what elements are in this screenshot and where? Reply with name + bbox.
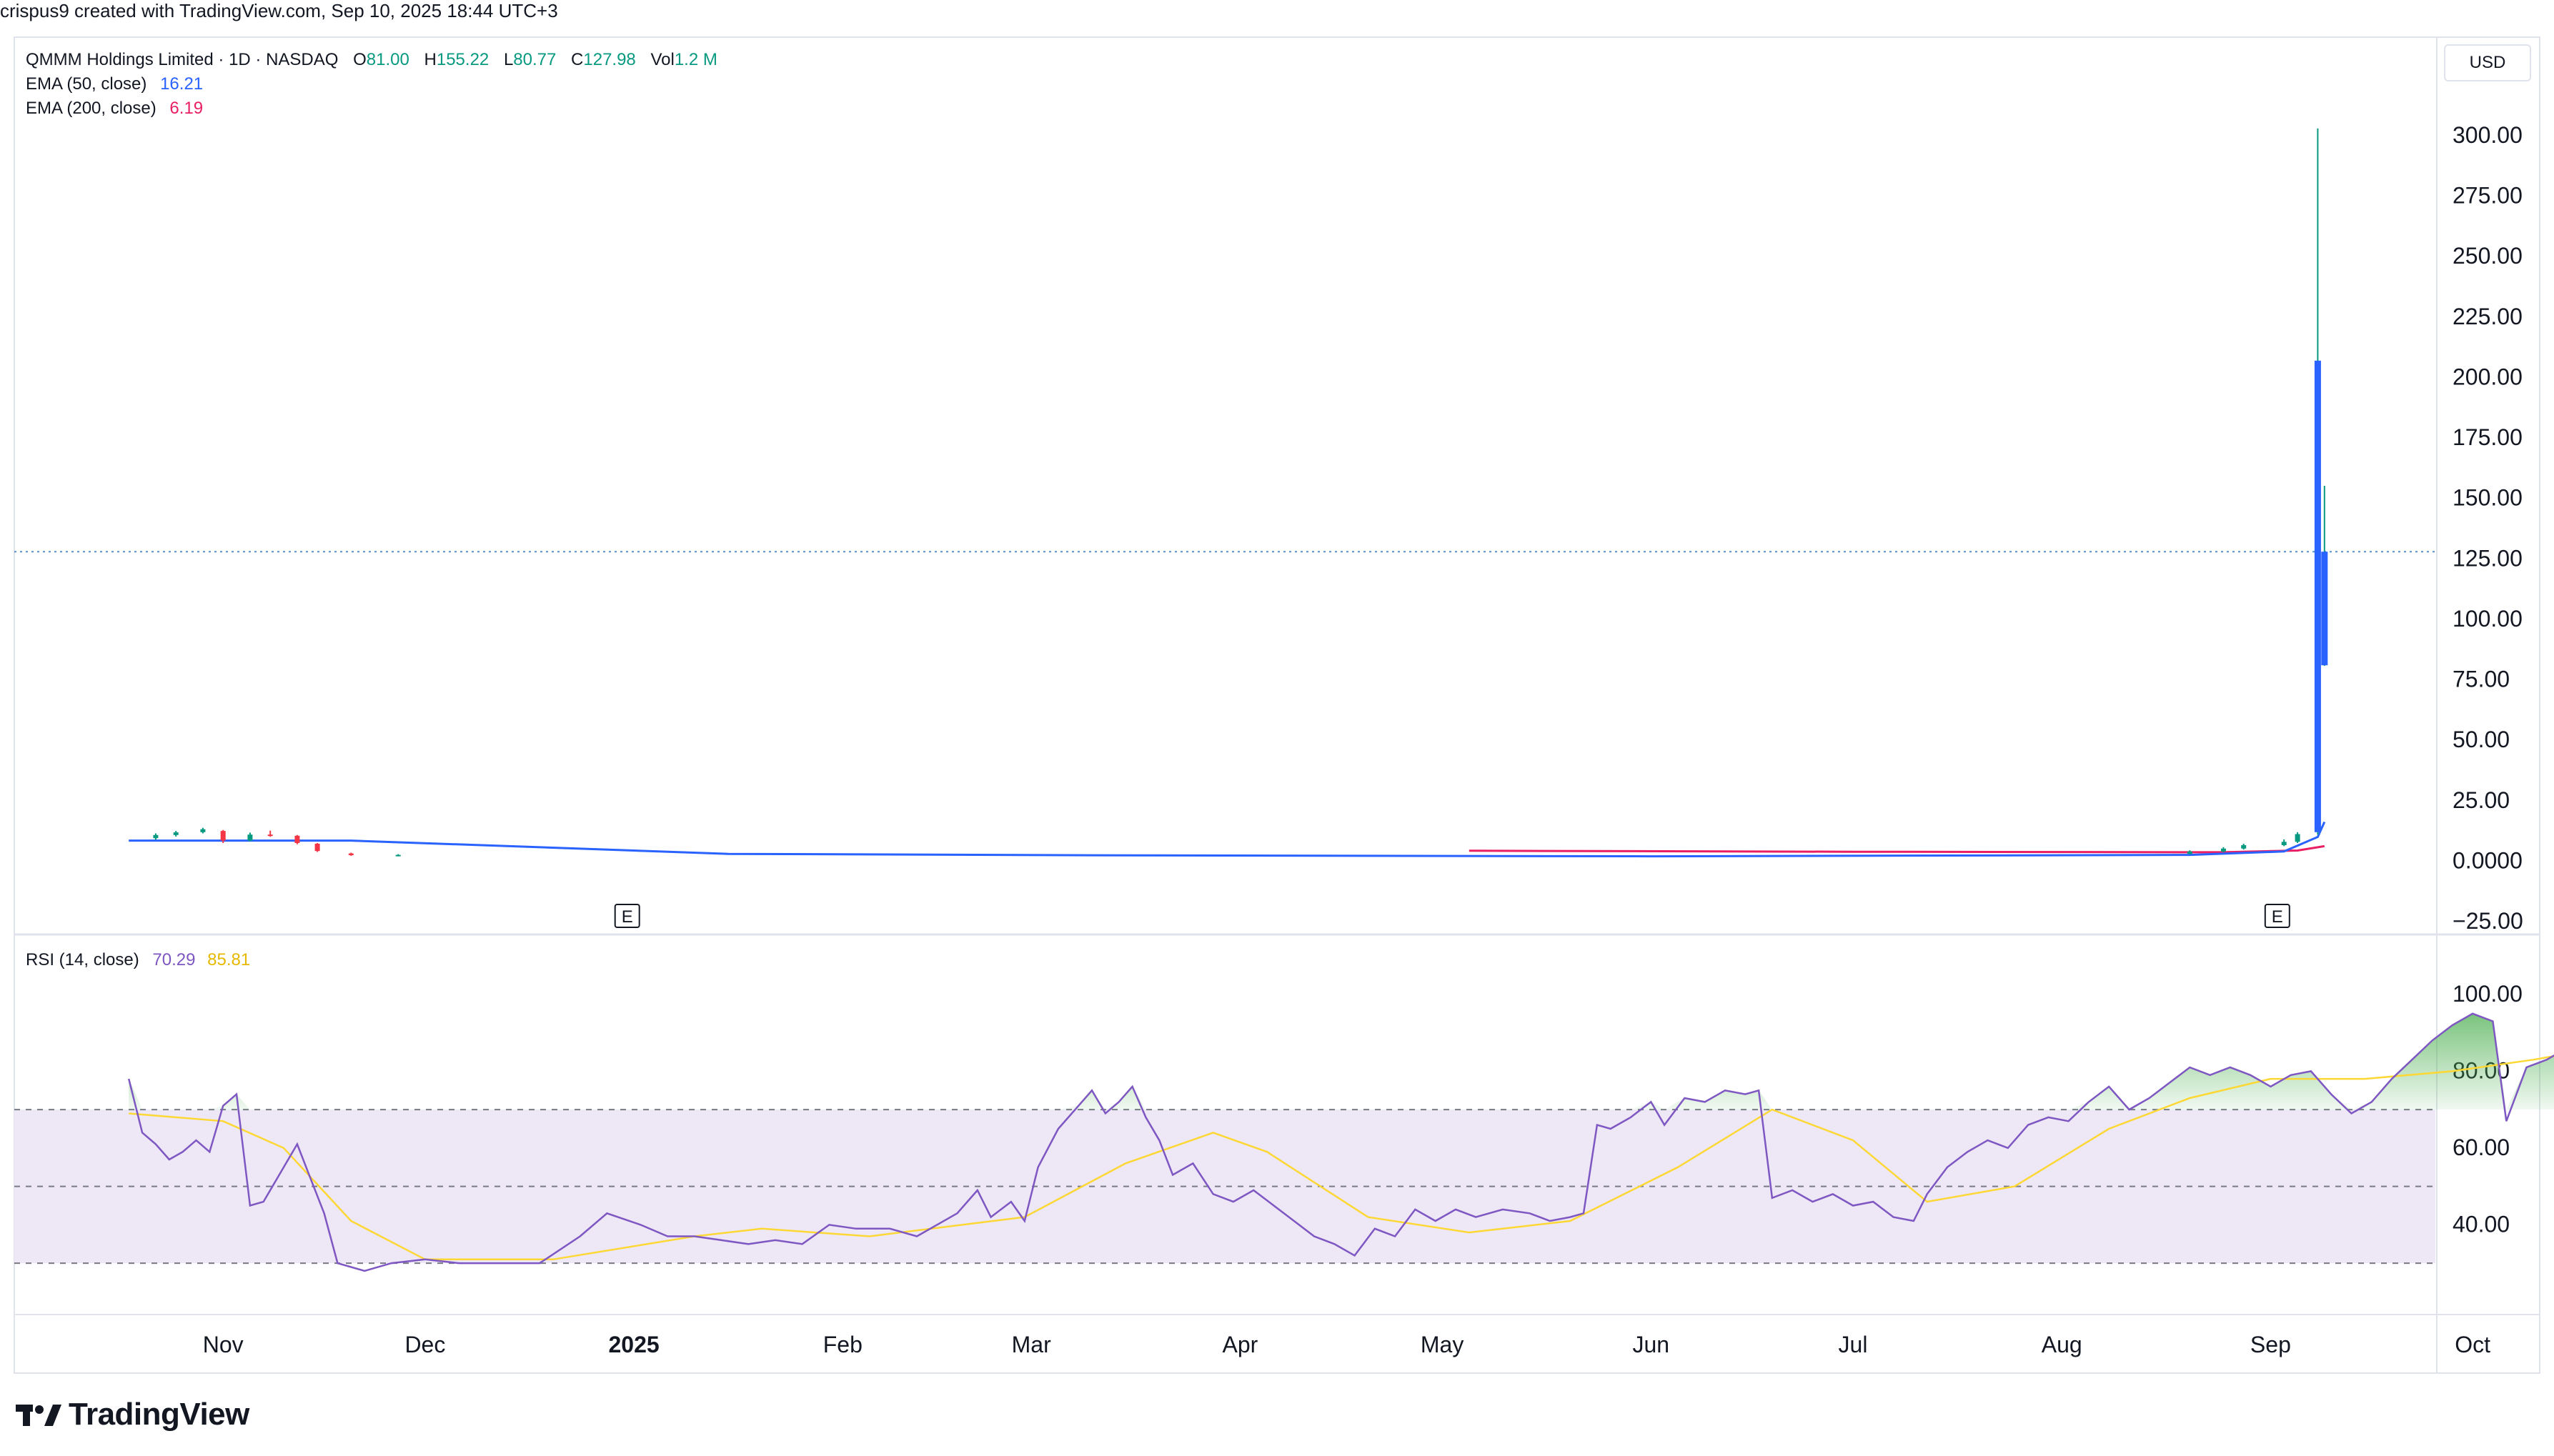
ema200-line [1469,844,2325,854]
time-tick-label: Apr [1223,1332,1258,1357]
rsi-ma-line [129,1055,2554,1261]
high-label: H [424,50,437,69]
high-value: 155.22 [436,50,490,69]
volume-value: 1.2 M [674,50,717,69]
ema50-line [129,821,2326,858]
time-tick-label: Dec [404,1332,445,1357]
candle-body [220,831,226,841]
volume-label: Vol [650,50,675,69]
time-tick-label: 2025 [609,1332,660,1357]
candle-body [2321,552,2328,666]
time-tick-label: Mar [1012,1332,1051,1357]
price-legend: QMMM Holdings Limited · 1D · NASDAQ O81.… [26,50,717,70]
ema50-legend[interactable]: EMA (50, close) 16.21 [26,74,203,94]
time-tick-label: Oct [2455,1332,2490,1357]
time-tick-label: Jul [1839,1332,1868,1357]
ema200-label: EMA (200, close) [26,99,156,118]
rsi-band-background [14,1110,2435,1264]
rsi-line [127,1012,2554,1272]
candle-body [348,853,354,855]
earnings-marker-label: E [2272,907,2283,927]
candle-body [200,829,206,832]
brand-name: TradingView [69,1397,249,1432]
currency-button[interactable]: USD [2444,44,2531,81]
candle-body [2220,848,2226,852]
candle-body [153,834,159,839]
earnings-marker[interactable] [614,904,640,928]
price-tick-label: 150.00 [2453,485,2523,511]
rsi-ma-value: 85.81 [207,950,251,969]
price-tick-label: 0.0000 [2453,847,2523,873]
candle-body [2187,851,2192,854]
close-label: C [571,50,584,69]
price-tick-label: 100.00 [2453,606,2523,632]
time-tick-label: Nov [203,1332,244,1357]
close-value: 127.98 [583,50,636,69]
time-tick-label: Feb [823,1332,863,1357]
symbol-title: QMMM Holdings Limited · 1D · NASDAQ [26,50,339,69]
rsi-value: 70.29 [152,950,196,969]
price-tick-label: 250.00 [2453,243,2523,269]
candle-body [2314,360,2321,832]
candle-body [247,834,253,841]
open-value: 81.00 [366,50,409,69]
open-label: O [353,50,367,69]
price-tick-label: 75.00 [2453,667,2510,692]
price-tick-label: 50.00 [2453,727,2510,752]
rsi-tick-label: 100.00 [2453,981,2523,1007]
ema50-value: 16.21 [160,74,204,94]
candle-body [2241,845,2247,849]
tradingview-logo-icon [16,1405,61,1426]
price-tick-label: 125.00 [2453,545,2523,571]
price-tick-label: 225.00 [2453,304,2523,329]
tradingview-logo: TradingView [16,1393,249,1436]
candle-body [314,844,320,852]
candle-body [294,835,300,843]
earnings-marker-label: E [622,907,633,927]
attribution-text: crispus9 created with TradingView.com, S… [0,0,558,21]
candle-body [173,832,179,835]
price-tick-label: 25.00 [2453,787,2510,813]
time-tick-label: Aug [2042,1332,2082,1357]
candle-body [2295,834,2300,842]
price-tick-label: −25.00 [2453,908,2523,934]
candle-body [395,854,401,857]
time-tick-label: Sep [2250,1332,2291,1357]
price-tick-label: 275.00 [2453,183,2523,209]
rsi-tick-label: 40.00 [2453,1211,2510,1237]
ema200-legend[interactable]: EMA (200, close) 6.19 [26,99,203,119]
price-tick-label: 175.00 [2453,424,2523,450]
rsi-overbought-fill [129,1013,2554,1110]
price-tick-label: 300.00 [2453,122,2523,148]
low-value: 80.77 [513,50,557,69]
rsi-legend[interactable]: RSI (14, close) 70.29 85.81 [26,950,250,970]
time-tick-label: May [1421,1332,1464,1357]
rsi-tick-label: 60.00 [2453,1135,2510,1160]
candle-body [267,834,273,837]
chart-frame [14,36,2540,1374]
ema200-value: 6.19 [169,99,204,118]
price-tick-label: 200.00 [2453,364,2523,389]
candle-body [2281,842,2287,845]
ema50-label: EMA (50, close) [26,74,147,94]
rsi-label: RSI (14, close) [26,950,139,969]
time-tick-label: Jun [1633,1332,1670,1357]
low-label: L [503,50,514,69]
earnings-marker[interactable] [2264,904,2290,928]
